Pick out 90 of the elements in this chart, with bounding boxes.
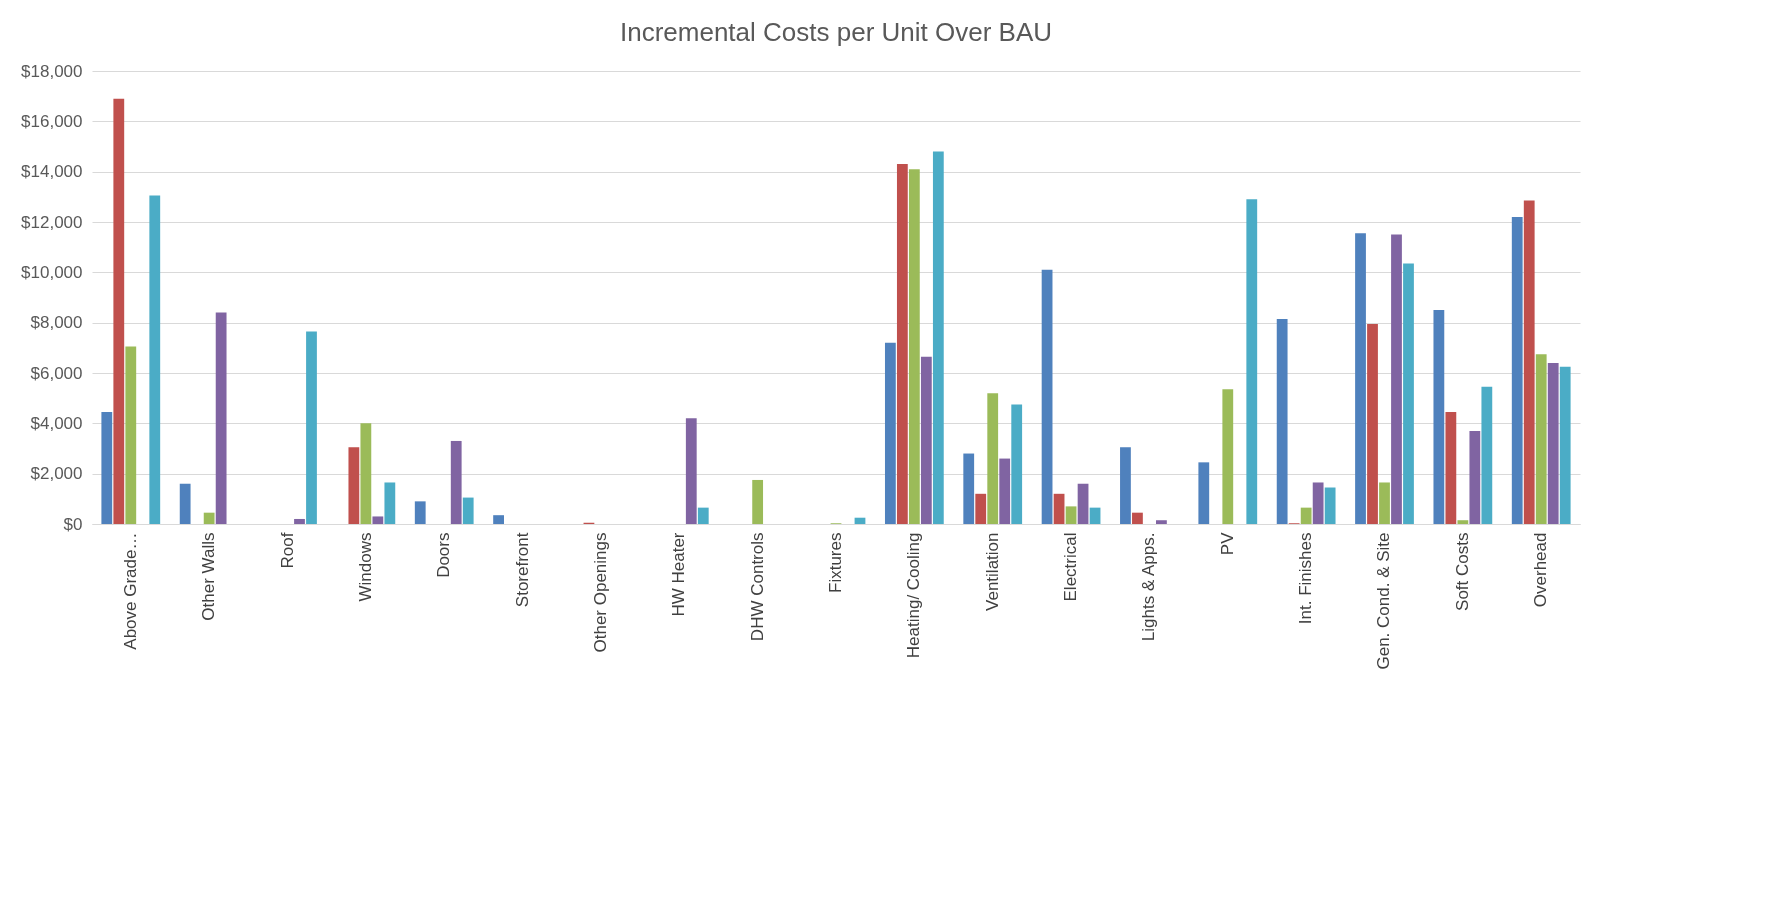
- bar: [125, 346, 137, 524]
- bar: [1077, 483, 1089, 524]
- bar: [1367, 323, 1378, 524]
- bar: [1065, 506, 1077, 524]
- bar: [348, 447, 360, 524]
- x-tick-label: Other Openings: [590, 532, 610, 653]
- y-tick-label: $4,000: [30, 413, 83, 433]
- bar: [493, 515, 504, 524]
- x-tick-label: Fixtures: [826, 532, 845, 593]
- bar: [920, 356, 932, 524]
- bar: [896, 164, 908, 524]
- bar: [1053, 493, 1065, 524]
- bar: [987, 393, 999, 524]
- bar: [1457, 520, 1469, 524]
- bar: [685, 418, 697, 524]
- bar: [1276, 318, 1288, 524]
- bar: [697, 507, 709, 524]
- bar: [360, 423, 372, 524]
- x-tick-label: Lights & Apps.: [1139, 532, 1159, 642]
- bar: [101, 412, 113, 524]
- x-tick-label: Storefront: [512, 532, 532, 608]
- x-tick-label: Gen. Cond. & Site: [1374, 532, 1394, 670]
- bar: [1300, 507, 1312, 524]
- bar: [1511, 216, 1523, 524]
- bar: [1433, 310, 1445, 524]
- x-tick-label: Electrical: [1061, 532, 1081, 602]
- x-tick-label: Overhead: [1531, 532, 1551, 608]
- bar: [1523, 200, 1535, 524]
- bar: [1312, 482, 1324, 524]
- bar: [1198, 462, 1210, 524]
- x-tick-label: Windows: [355, 532, 375, 602]
- bar: [1481, 386, 1493, 524]
- y-tick-label: $10,000: [21, 262, 83, 282]
- bar: [1089, 507, 1101, 524]
- bar: [113, 98, 125, 524]
- bar: [215, 312, 227, 524]
- bar: [1132, 512, 1143, 524]
- y-tick-label: $16,000: [21, 111, 83, 131]
- bar: [203, 512, 215, 524]
- bar: [306, 331, 317, 524]
- bar: [149, 195, 161, 524]
- bar: [1011, 404, 1023, 524]
- bar: [1403, 263, 1414, 524]
- bar: [372, 516, 384, 524]
- bar: [1156, 520, 1167, 524]
- bar: [884, 342, 896, 524]
- y-tick-label: $2,000: [30, 464, 83, 484]
- bar: [1324, 487, 1336, 524]
- bar: [1355, 233, 1366, 524]
- bar: [975, 493, 987, 524]
- bar: [384, 482, 396, 524]
- bar: [999, 458, 1011, 524]
- y-tick-label: $18,000: [21, 61, 83, 81]
- x-tick-label: Doors: [434, 532, 454, 578]
- bar: [1547, 362, 1559, 524]
- x-tick-label: HW Heater: [669, 532, 689, 617]
- y-tick-label: $6,000: [30, 363, 83, 383]
- bar: [908, 169, 920, 524]
- x-tick-label: Roof: [277, 532, 297, 569]
- y-tick-label: $14,000: [21, 162, 83, 182]
- bar: [1535, 354, 1547, 524]
- x-tick-label: PV: [1217, 531, 1237, 556]
- chart-title: Incremental Costs per Unit Over BAU: [619, 17, 1053, 47]
- bar: [179, 483, 191, 524]
- bar: [462, 497, 474, 524]
- bar: [932, 151, 944, 524]
- x-tick-label: Other Walls: [199, 532, 219, 621]
- bar: [414, 501, 426, 524]
- bar: [1559, 366, 1571, 524]
- bar: [1041, 269, 1053, 524]
- bar: [294, 518, 305, 524]
- bar: [1469, 430, 1481, 524]
- bar: [752, 479, 764, 524]
- bar: [1120, 447, 1131, 524]
- y-tick-label: $12,000: [21, 212, 83, 232]
- x-tick-label: Heating/ Cooling: [904, 532, 924, 659]
- x-tick-label: DHW Controls: [747, 532, 767, 642]
- x-tick-label: Soft Costs: [1452, 532, 1472, 611]
- x-tick-label: Ventilation: [982, 532, 1002, 611]
- bar: [1391, 234, 1402, 524]
- bar: [1222, 389, 1234, 524]
- bar: [1379, 482, 1390, 524]
- x-tick-label: Above Grade…: [120, 532, 140, 650]
- bar: [450, 440, 462, 524]
- y-tick-label: $0: [63, 514, 83, 534]
- y-tick-label: $8,000: [30, 313, 83, 333]
- bar: [963, 453, 975, 524]
- bar: [1246, 199, 1258, 524]
- bar: [1445, 412, 1457, 524]
- x-tick-label: Int. Finishes: [1296, 532, 1316, 625]
